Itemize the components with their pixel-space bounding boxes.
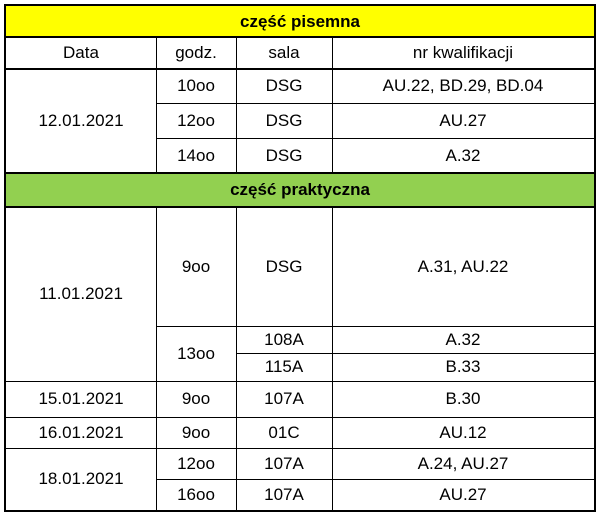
divider [6,36,594,38]
divider [332,37,333,173]
exam-schedule-table: część pisemna część praktyczna Data godz… [4,4,596,512]
practical-hour: 9oo [181,256,211,276]
practical-section-title: część praktyczna [6,173,594,207]
practical-qualification: B.33 [445,357,481,376]
practical-hour: 9oo [181,422,211,442]
divider [6,417,594,418]
practical-room: 115A [264,357,304,376]
written-room: DSG [265,145,303,165]
practical-room: 01C [268,422,300,442]
divider [156,326,594,327]
written-qualification: A.32 [445,145,481,165]
divider [6,381,594,382]
practical-qualification: B.30 [445,389,481,408]
written-date: 12.01.2021 [38,111,124,130]
practical-qualification: AU.12 [439,422,487,442]
divider [236,353,594,354]
practical-qualification: A.32 [445,329,481,349]
practical-hour: 12oo [177,453,215,473]
practical-hour: 13oo [177,343,215,363]
header-hour: godz. [175,43,217,62]
divider [236,37,237,173]
divider [156,103,594,104]
header-room: sala [268,43,300,62]
written-qualification: AU.27 [439,110,487,130]
written-hour: 10oo [177,76,215,95]
practical-room: 107A [264,484,304,504]
practical-date: 16.01.2021 [38,422,124,442]
practical-hour: 16oo [177,484,215,504]
practical-room: 108A [264,329,304,349]
written-hour: 12oo [177,110,215,130]
divider [156,479,594,480]
written-section-title: część pisemna [6,6,594,37]
practical-room: 107A [264,389,304,408]
divider [6,206,594,208]
written-hour: 14oo [177,145,215,165]
divider [156,138,594,139]
divider [6,68,594,70]
divider [236,207,237,510]
divider [156,37,157,173]
divider [6,448,594,449]
practical-qualification: AU.27 [439,484,487,504]
header-date: Data [63,43,99,62]
written-room: DSG [265,110,303,130]
practical-room: 107A [264,453,304,473]
practical-hour: 9oo [181,389,211,408]
practical-date: 11.01.2021 [39,284,123,303]
practical-date: 18.01.2021 [38,469,124,488]
practical-qualification: A.31, AU.22 [417,256,509,276]
practical-date: 15.01.2021 [38,389,124,408]
divider [6,172,594,174]
divider [156,207,157,510]
header-qualification: nr kwalifikacji [412,43,514,62]
practical-room: DSG [265,256,303,276]
practical-qualification: A.24, AU.27 [417,453,509,473]
written-qualification: AU.22, BD.29, BD.04 [382,76,544,95]
written-room: DSG [265,76,303,95]
divider [332,207,333,510]
